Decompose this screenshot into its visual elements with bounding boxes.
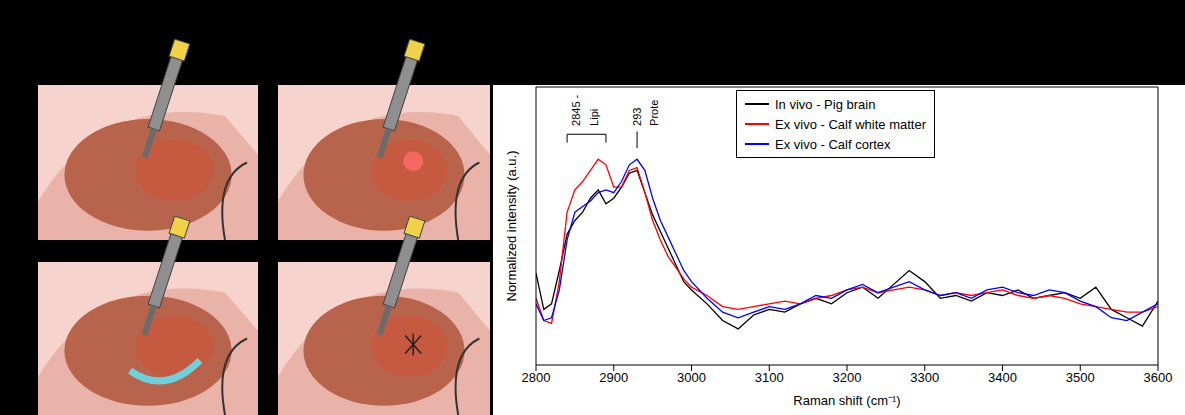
html-text:Ex vivo - Calf cortex: Ex vivo - Calf cortex [775,136,891,152]
svg-text:3200: 3200 [833,370,862,385]
html-text:Ex vivo - Calf white matter: Ex vivo - Calf white matter [775,116,926,132]
svg-text:2845 -: 2845 - [570,94,582,126]
svg-text:293: 293 [631,108,643,126]
svg-text:Raman shift (cm⁻¹): Raman shift (cm⁻¹) [793,393,900,408]
svg-text:3300: 3300 [910,370,939,385]
svg-text:2900: 2900 [599,370,628,385]
svg-text:Prote: Prote [648,100,660,126]
svg-text:3400: 3400 [988,370,1017,385]
svg-text:3000: 3000 [677,370,706,385]
svg-text:3600: 3600 [1144,370,1173,385]
svg-text:3500: 3500 [1066,370,1095,385]
svg-text:Normalized intensity (a.u.): Normalized intensity (a.u.) [504,151,519,302]
svg-text:2800: 2800 [522,370,551,385]
svg-text:Lipi: Lipi [588,109,600,126]
html-text:In vivo - Pig brain: In vivo - Pig brain [775,96,876,112]
svg-text:3100: 3100 [755,370,784,385]
